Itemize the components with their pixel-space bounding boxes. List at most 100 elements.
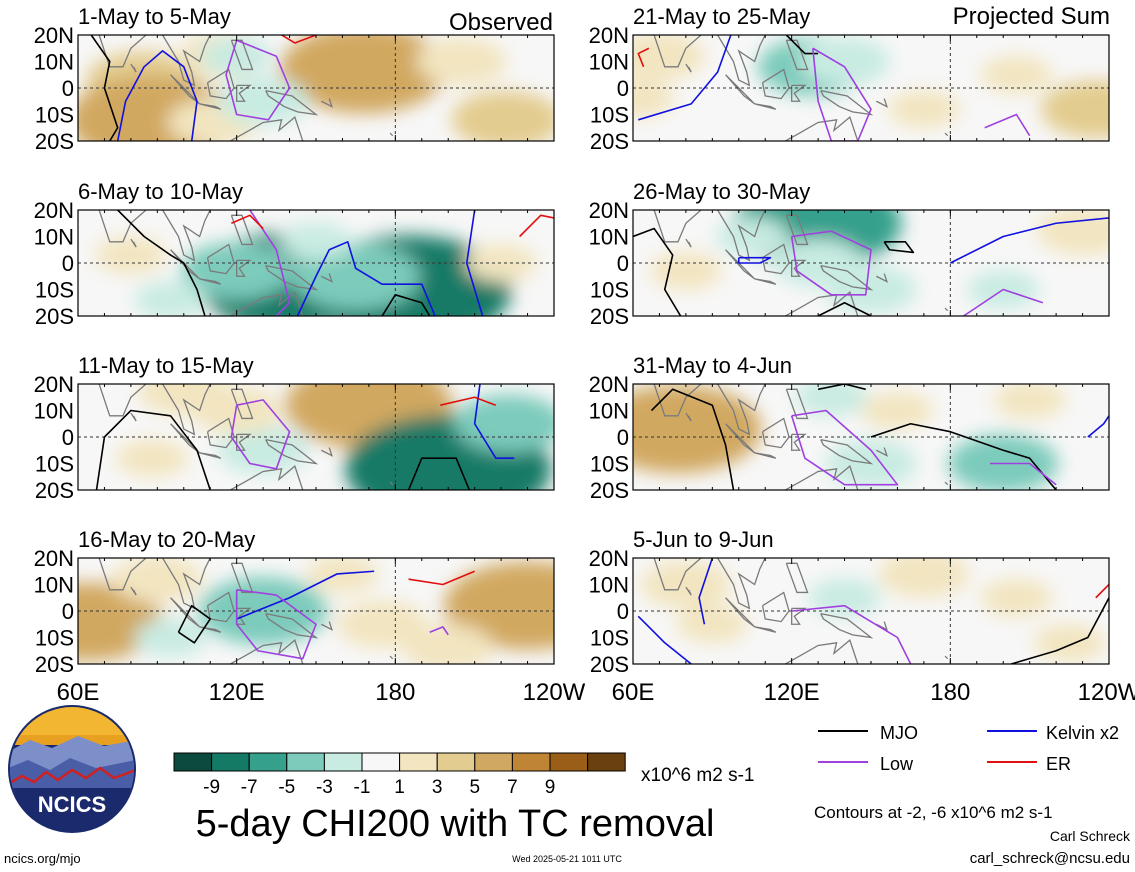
contour-mjo — [870, 422, 1057, 490]
contour-kelvin — [116, 50, 198, 141]
timestamp: Wed 2025-05-21 1011 UTC — [512, 854, 622, 864]
contour-kelvin — [638, 35, 732, 121]
lat-tick-label: 0 — [617, 251, 629, 276]
lat-tick-label: 20S — [35, 652, 74, 677]
colorbar-swatch — [323, 752, 363, 772]
coastline — [761, 591, 790, 623]
colorbar: -9 -7 -5 -3 -1 1 3 5 7 9 — [173, 752, 626, 798]
site-link[interactable]: ncics.org/mjo — [4, 851, 81, 866]
colorbar-swatch — [587, 752, 626, 772]
colorbar-tick-label: -7 — [241, 777, 258, 798]
coastline — [820, 613, 874, 639]
coastline — [265, 265, 319, 291]
anomaly-blob — [980, 55, 1053, 94]
lon-tick-label: 60E — [57, 679, 100, 706]
anomaly-blob — [633, 385, 762, 474]
coastline — [785, 388, 809, 420]
anomaly-blob — [134, 618, 207, 657]
coastline — [162, 384, 211, 436]
coastline — [389, 481, 394, 486]
coastline — [717, 210, 766, 262]
lat-tick-label: 10S — [590, 626, 629, 651]
coastline — [162, 558, 211, 610]
coastline — [783, 116, 859, 141]
contour-mjo — [95, 409, 211, 490]
lat-tick-label: 20N — [34, 546, 74, 571]
colorbar-swatch — [436, 752, 476, 772]
coastline — [785, 39, 809, 71]
lat-tick-label: 20N — [34, 198, 74, 223]
contour-low — [230, 399, 291, 470]
coastline — [98, 210, 147, 243]
coastline — [206, 591, 235, 623]
coastline — [791, 607, 807, 625]
coastline — [754, 103, 777, 110]
lon-tick-label: 180 — [930, 679, 970, 706]
coastline — [389, 307, 394, 312]
contour-er — [440, 396, 497, 406]
lat-tick-label: 0 — [617, 599, 629, 624]
contour-low — [984, 113, 1031, 137]
coastline — [236, 433, 252, 451]
colorbar-tick-label: -3 — [316, 777, 333, 798]
coastline — [199, 278, 222, 285]
coastline — [653, 384, 702, 417]
coastline — [944, 481, 949, 486]
contour-mjo — [381, 293, 431, 316]
coastline — [389, 655, 394, 660]
contour-mjo — [650, 388, 735, 490]
colorbar-swatch — [549, 752, 589, 772]
contour-low — [249, 210, 291, 316]
anomaly-blob — [115, 439, 189, 478]
coastline — [653, 35, 702, 68]
contour-low — [429, 626, 449, 636]
contour-kelvin — [1087, 415, 1109, 438]
anomaly-field — [115, 384, 554, 490]
coastline — [783, 291, 859, 316]
figure-title: 5-day CHI200 with TC removal — [196, 803, 715, 845]
anomaly-field — [78, 35, 554, 141]
coastline — [717, 35, 766, 87]
lat-tick-label: 10N — [589, 399, 629, 424]
coastline — [230, 388, 254, 420]
coastline — [725, 249, 756, 280]
coastline — [820, 265, 874, 291]
lat-tick-label: 10N — [34, 399, 74, 424]
panel-title: 11-May to 15-May — [78, 353, 254, 378]
lat-tick-label: 0 — [62, 425, 74, 450]
coastline — [265, 90, 319, 116]
lat-tick-label: 10N — [34, 225, 74, 250]
contour-mjo — [633, 227, 682, 316]
contour-kelvin — [473, 384, 515, 460]
coastline — [199, 626, 222, 633]
coastline — [265, 613, 319, 639]
colorbar-swatch — [399, 752, 438, 772]
lat-tick-label: 10S — [35, 626, 74, 651]
coastline — [685, 412, 692, 422]
panel-title: 5-Jun to 9-Jun — [633, 527, 774, 552]
coastline — [206, 243, 235, 275]
anomaly-blob — [111, 558, 203, 604]
contour-kelvin — [949, 217, 1109, 264]
logo-text: NCICS — [38, 792, 106, 817]
lat-tick-label: 0 — [62, 599, 74, 624]
lat-tick-label: 10S — [35, 278, 74, 303]
anomaly-blob — [1033, 623, 1106, 662]
contour-mjo — [817, 384, 866, 391]
colorbar-swatch — [361, 752, 401, 772]
coastline — [228, 465, 304, 490]
colorbar-swatch — [474, 752, 513, 772]
lat-tick-label: 20S — [35, 129, 74, 154]
colorbar-swatch — [211, 752, 250, 772]
anomaly-field — [78, 558, 554, 664]
coastline — [130, 586, 137, 596]
coastline — [791, 84, 807, 102]
lat-tick-label: 10S — [590, 452, 629, 477]
contour-low — [791, 604, 912, 664]
coastline — [320, 273, 333, 283]
contour-mjo — [177, 604, 212, 644]
coastline — [754, 278, 777, 285]
contour-low — [812, 47, 872, 141]
